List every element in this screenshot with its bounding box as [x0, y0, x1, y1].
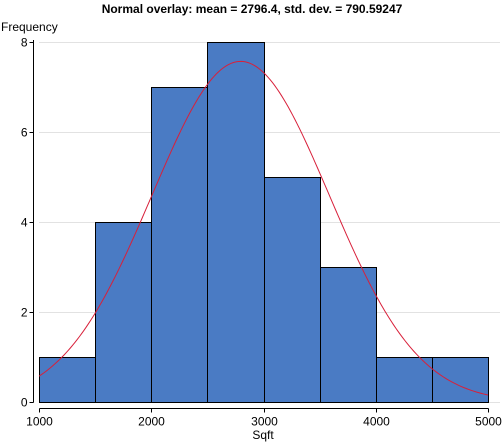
y-tick-label-1: 2 [21, 306, 28, 320]
x-tick-label-1: 2000 [138, 415, 165, 429]
y-axis-label: Frequency [1, 20, 58, 34]
histogram-bar-5 [320, 267, 377, 403]
x-tick-label-3: 4000 [363, 415, 390, 429]
y-tick-label-4: 8 [21, 36, 28, 50]
histogram-bar-1 [95, 222, 152, 403]
histogram-bar-7 [432, 357, 489, 403]
histogram-bar-0 [39, 357, 96, 403]
x-tick-label-2: 3000 [251, 415, 278, 429]
histogram-bar-6 [376, 357, 433, 403]
x-axis-label: Sqft [252, 428, 274, 442]
histogram-bar-3 [207, 42, 265, 403]
y-tick-label-2: 4 [21, 216, 28, 230]
histogram-bar-2 [151, 87, 208, 403]
x-tick-label-0: 1000 [26, 415, 53, 429]
x-tick-label-4: 5000 [475, 415, 502, 429]
y-tick-label-3: 6 [21, 126, 28, 140]
chart-title: Normal overlay: mean = 2796.4, std. dev.… [102, 2, 403, 16]
y-tick-label-0: 0 [21, 396, 28, 410]
histogram-bar-4 [264, 177, 321, 403]
normal-overlay-curve [38, 60, 489, 396]
